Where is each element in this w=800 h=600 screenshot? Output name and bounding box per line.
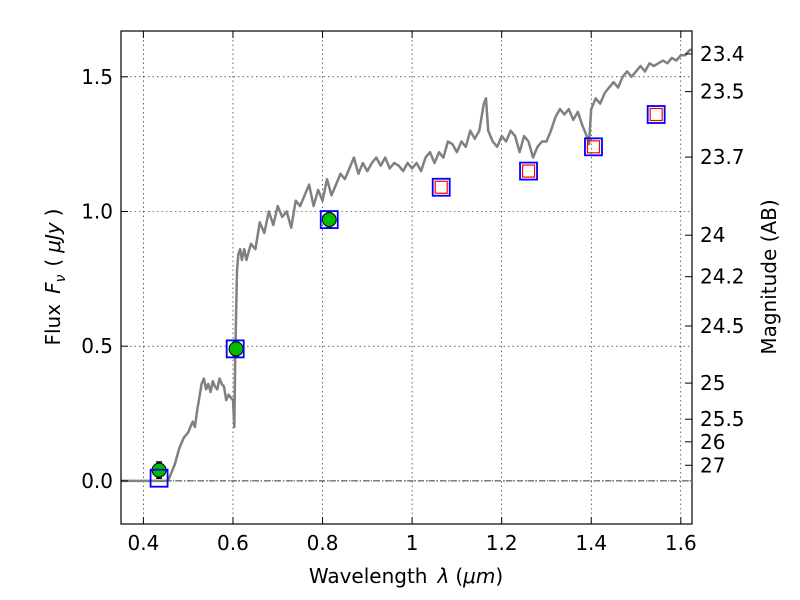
x-axis-label-paren-open: ( bbox=[455, 564, 463, 588]
x-axis-label-symbol: λ bbox=[436, 564, 449, 588]
x-tick-label: 1 bbox=[406, 531, 419, 555]
y-axis-label-paren-close: ) bbox=[41, 208, 65, 216]
y-tick-label: 0.5 bbox=[81, 334, 113, 358]
y-tick-label: 0.0 bbox=[81, 469, 113, 493]
x-tick-label: 1.4 bbox=[575, 531, 607, 555]
y2-tick-label: 25 bbox=[700, 371, 725, 395]
y-axis-label-unit: μJy bbox=[41, 221, 65, 254]
y2-tick-label: 24.2 bbox=[700, 265, 745, 289]
y2-tick-label: 26 bbox=[700, 430, 725, 454]
y-tick-label: 1.0 bbox=[81, 199, 113, 223]
y2-tick-label: 24 bbox=[700, 223, 725, 247]
y2-tick-label: 23.7 bbox=[700, 145, 745, 169]
y-tick-label: 1.5 bbox=[81, 65, 113, 89]
sed-chart: 0.4 0.6 0.8 1 1.2 1.4 1.6 0.0 0.5 1.0 1.5 23.4 23.5 2… bbox=[0, 0, 800, 600]
y2-axis-label-group: Magnitude (AB) bbox=[757, 199, 781, 354]
y2-tick-label: 24.5 bbox=[700, 314, 745, 338]
x-axis-label-unit: μm bbox=[462, 564, 495, 588]
x-axis-label-paren-close: ) bbox=[495, 564, 503, 588]
y-axis-label-text: Flux bbox=[41, 304, 65, 346]
y2-tick-label: 23.4 bbox=[700, 42, 745, 66]
measured-flux-point bbox=[322, 213, 336, 227]
y-axis-label-subscript: ν bbox=[53, 274, 69, 282]
y-axis-label-symbol: F bbox=[41, 282, 65, 294]
y2-tick-label: 23.5 bbox=[700, 80, 745, 104]
y2-tick-label: 27 bbox=[700, 453, 725, 477]
y-axis-label-paren-open: ( bbox=[41, 259, 65, 267]
x-tick-label: 0.4 bbox=[127, 531, 159, 555]
x-axis-label: Wavelength λ (μm) bbox=[309, 564, 503, 588]
x-tick-label: 0.6 bbox=[217, 531, 249, 555]
chart-background bbox=[0, 0, 800, 600]
y2-axis-label: Magnitude (AB) bbox=[757, 199, 781, 354]
x-tick-label: 0.8 bbox=[307, 531, 339, 555]
y2-tick-label: 25.5 bbox=[700, 407, 745, 431]
measured-flux-point bbox=[229, 342, 243, 356]
x-tick-label: 1.2 bbox=[486, 531, 518, 555]
x-axis-label-text: Wavelength bbox=[309, 564, 428, 588]
x-tick-label: 1.6 bbox=[665, 531, 697, 555]
